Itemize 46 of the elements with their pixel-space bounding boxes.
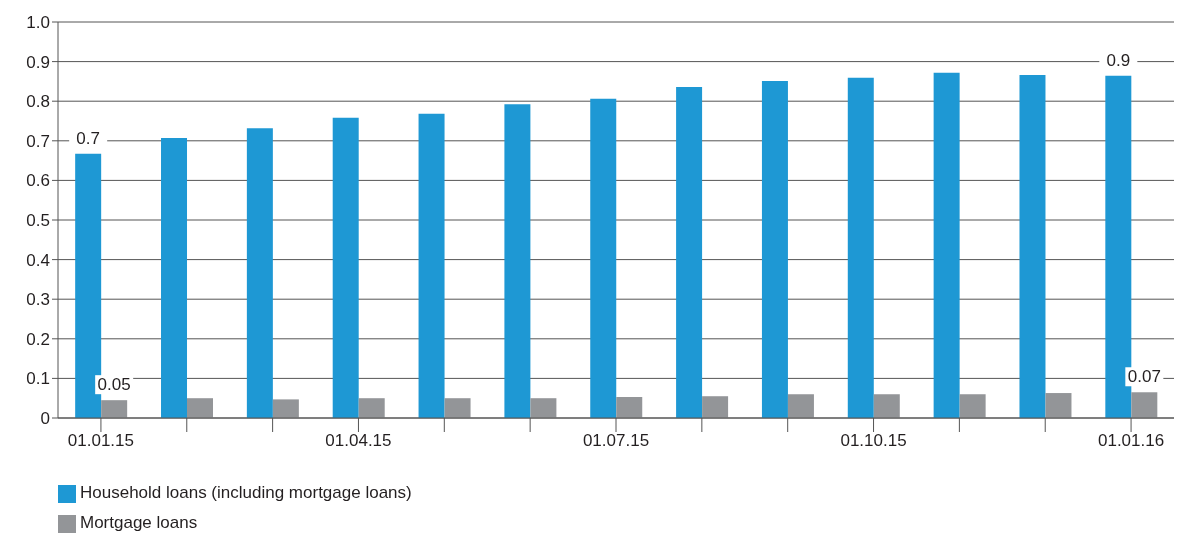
bar — [332, 117, 359, 418]
y-tick-label: 0.3 — [26, 290, 50, 310]
bar — [246, 128, 273, 418]
bar — [161, 138, 188, 418]
bar — [1045, 393, 1072, 418]
bar — [676, 86, 703, 418]
bar — [959, 394, 986, 418]
bar — [616, 397, 643, 418]
x-tick-label: 01.07.15 — [582, 431, 650, 451]
bar — [787, 394, 814, 418]
y-tick-label: 0.5 — [26, 211, 50, 231]
x-tick-label: 01.01.16 — [1097, 431, 1165, 451]
x-tick-label: 01.01.15 — [67, 431, 135, 451]
bar — [187, 398, 214, 418]
y-tick-label: 0.7 — [26, 131, 50, 151]
bar — [761, 81, 788, 418]
y-tick-label: 0.6 — [26, 171, 50, 191]
legend-label: Household loans (including mortgage loans) — [80, 483, 412, 502]
x-tick-label: 01.10.15 — [840, 431, 907, 451]
bar — [530, 398, 557, 418]
y-tick-label: 0.9 — [26, 52, 50, 72]
bar — [590, 98, 617, 418]
legend-label: Mortgage loans — [80, 513, 198, 532]
data-label: 0.9 — [1106, 50, 1131, 70]
bar — [873, 394, 900, 418]
y-tick-label: 0 — [40, 409, 50, 429]
bar — [101, 400, 128, 418]
bar — [933, 72, 960, 418]
y-tick-label: 1.0 — [26, 13, 50, 33]
x-tick-label: 01.04.15 — [325, 431, 392, 451]
bar — [1019, 75, 1046, 418]
bar — [358, 398, 385, 418]
bar — [504, 104, 531, 418]
bar — [272, 399, 299, 418]
y-tick-label: 0.1 — [26, 369, 50, 389]
bar — [444, 398, 471, 418]
y-tick-label: 0.2 — [26, 329, 50, 349]
y-tick-label: 0.8 — [26, 92, 50, 112]
bar — [1131, 392, 1158, 418]
data-label: 0.07 — [1127, 367, 1161, 387]
y-tick-label: 0.4 — [26, 250, 50, 270]
data-label: 0.7 — [76, 128, 100, 148]
bar — [702, 396, 729, 418]
bar — [847, 77, 874, 418]
data-label: 0.05 — [97, 375, 131, 395]
bar — [418, 113, 445, 418]
